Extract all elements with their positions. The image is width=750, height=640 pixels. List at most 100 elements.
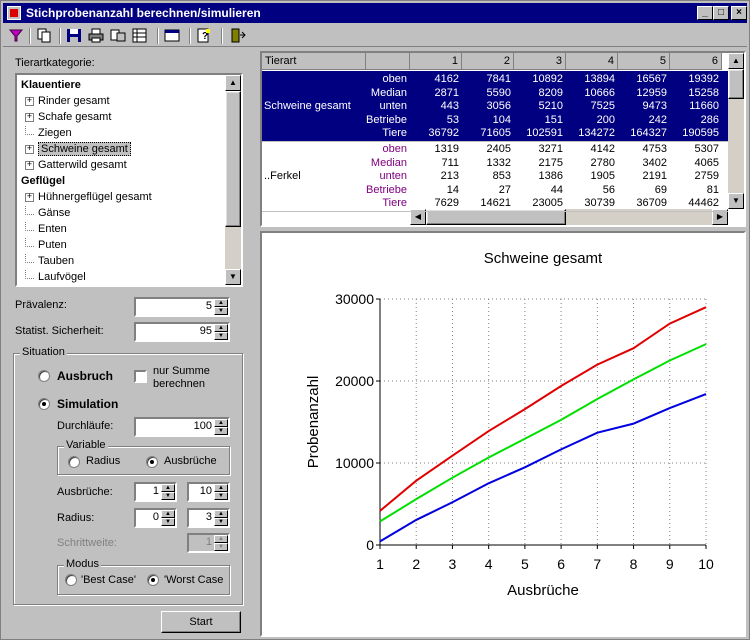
grid-cell[interactable]: 71605: [480, 127, 511, 139]
grid-vertical-scrollbar[interactable]: ▲ ▼: [728, 53, 744, 209]
grid-cell[interactable]: 190595: [682, 127, 719, 139]
spin-down-icon[interactable]: ▼: [214, 427, 228, 435]
spin-down-icon[interactable]: ▼: [214, 307, 228, 315]
tree-item-schafe[interactable]: + Schafe gesamt: [25, 111, 112, 123]
maximize-button[interactable]: □: [713, 6, 729, 20]
grid-column-header[interactable]: 6: [670, 53, 722, 70]
radius-radio[interactable]: [68, 456, 80, 468]
grid-cell[interactable]: 14: [446, 183, 459, 196]
grid-cell[interactable]: 11660: [689, 100, 719, 112]
grid-cell[interactable]: 164327: [630, 127, 667, 139]
grid-cell[interactable]: 36709: [636, 197, 667, 209]
praevalenz-input[interactable]: 5 ▲ ▼: [134, 297, 230, 317]
grid-cell[interactable]: 213: [440, 170, 459, 182]
grid-cell[interactable]: 69: [654, 183, 667, 196]
grid-cell[interactable]: 81: [706, 183, 719, 196]
ausbrueche-from-input[interactable]: 1 ▲ ▼: [134, 482, 177, 502]
grid-cell[interactable]: 53: [446, 113, 459, 126]
expand-icon[interactable]: +: [25, 95, 34, 106]
grid-cell[interactable]: 36792: [428, 127, 459, 139]
expand-icon[interactable]: +: [25, 143, 34, 154]
grid-cell[interactable]: 4142: [590, 143, 615, 155]
grid-cell[interactable]: 10892: [532, 73, 563, 85]
grid-cell[interactable]: 1386: [538, 170, 563, 182]
grid-cell[interactable]: 8209: [538, 86, 563, 99]
grid-cell[interactable]: 23005: [532, 197, 563, 209]
grid-cell[interactable]: 44462: [688, 197, 719, 209]
grid-cell[interactable]: 5307: [694, 143, 719, 155]
grid-cell[interactable]: 27: [498, 183, 511, 196]
grid-cell[interactable]: 200: [596, 113, 615, 126]
exit-icon[interactable]: [229, 27, 247, 44]
grid-column-header[interactable]: 1: [410, 53, 462, 70]
tree-item-gatterwild[interactable]: + Gatterwild gesamt: [25, 159, 127, 171]
spin-down-icon[interactable]: ▼: [214, 492, 228, 500]
grid-cell[interactable]: 16567: [636, 73, 667, 85]
spin-down-icon[interactable]: ▼: [214, 518, 228, 526]
grid-cell[interactable]: 286: [700, 113, 719, 126]
grid-cell[interactable]: 3271: [538, 143, 563, 155]
grid-cell[interactable]: 14621: [480, 197, 511, 209]
sicherheit-input[interactable]: 95 ▲ ▼: [134, 322, 230, 342]
spin-up-icon[interactable]: ▲: [214, 484, 228, 492]
tree-scrollbar[interactable]: ▲ ▼: [225, 75, 241, 285]
tree-item-puten[interactable]: Puten: [25, 237, 67, 253]
grid-cell[interactable]: 711: [441, 156, 459, 169]
spin-down-icon[interactable]: ▼: [161, 492, 175, 500]
grid-column-header[interactable]: 2: [462, 53, 514, 70]
grid-column-header[interactable]: 4: [566, 53, 618, 70]
tree-item-gefluegel[interactable]: Geflügel: [21, 175, 66, 187]
grid-cell[interactable]: 443: [440, 100, 459, 112]
scroll-up-icon[interactable]: ▲: [225, 75, 241, 91]
export-icon[interactable]: [109, 27, 127, 44]
copy-icon[interactable]: [35, 27, 53, 44]
tree-item-rinder[interactable]: + Rinder gesamt: [25, 95, 110, 107]
scroll-right-icon[interactable]: ▶: [712, 209, 728, 225]
spin-down-icon[interactable]: ▼: [161, 518, 175, 526]
durchlaeufe-input[interactable]: 100 ▲ ▼: [134, 417, 230, 437]
grid-group-name[interactable]: ..Ferkel: [264, 170, 301, 182]
tree-item-laufvoegel[interactable]: Laufvögel: [25, 269, 86, 285]
grid-cell[interactable]: 4065: [694, 156, 719, 169]
grid-cell[interactable]: 151: [544, 113, 563, 126]
grid-cell[interactable]: 242: [648, 113, 667, 126]
spin-up-icon[interactable]: ▲: [161, 510, 175, 518]
grid-cell[interactable]: 5210: [538, 100, 563, 112]
grid-cell[interactable]: 19392: [688, 73, 719, 85]
tree-item-schweine[interactable]: + Schweine gesamt: [25, 141, 131, 157]
grid-cell[interactable]: 3402: [642, 156, 667, 169]
spin-up-icon[interactable]: ▲: [161, 484, 175, 492]
grid-vscroll-thumb[interactable]: [728, 69, 744, 99]
tree-item-ziegen[interactable]: Ziegen: [25, 125, 72, 141]
ausbrueche-radio[interactable]: [146, 456, 158, 468]
scroll-down-icon[interactable]: ▼: [728, 193, 744, 209]
grid-column-header[interactable]: 5: [618, 53, 670, 70]
grid-cell[interactable]: 2405: [486, 143, 511, 155]
radius-to-input[interactable]: 3 ▲ ▼: [187, 508, 230, 528]
grid-cell[interactable]: 30739: [584, 197, 615, 209]
grid-cell[interactable]: 134272: [578, 127, 615, 139]
grid-cell[interactable]: 15258: [688, 86, 719, 99]
grid-column-header[interactable]: 3: [514, 53, 566, 70]
nur-summe-checkbox[interactable]: [134, 370, 147, 383]
print-icon[interactable]: [87, 27, 105, 44]
grid-hscroll-thumb[interactable]: [426, 209, 566, 225]
grid-cell[interactable]: 10666: [584, 86, 615, 99]
filter-icon[interactable]: [7, 27, 25, 44]
grid-cell[interactable]: 7525: [590, 100, 615, 112]
grid-cell[interactable]: 4753: [642, 143, 667, 155]
tree-item-gaense[interactable]: Gänse: [25, 205, 70, 221]
grid-horizontal-scrollbar[interactable]: ◀ ▶: [410, 209, 728, 225]
grid-cell[interactable]: 2175: [538, 156, 563, 169]
grid-cell[interactable]: 104: [492, 113, 511, 126]
expand-icon[interactable]: +: [25, 111, 34, 122]
radius-from-input[interactable]: 0 ▲ ▼: [134, 508, 177, 528]
worst-case-radio[interactable]: [147, 574, 159, 586]
spin-up-icon[interactable]: ▲: [214, 299, 228, 307]
save-icon[interactable]: [65, 27, 83, 44]
spin-up-icon[interactable]: ▲: [214, 419, 228, 427]
scroll-left-icon[interactable]: ◀: [410, 209, 426, 225]
grid-cell[interactable]: 1905: [590, 170, 615, 182]
grid-cell[interactable]: 2871: [434, 86, 459, 99]
grid-cell[interactable]: 9473: [642, 100, 667, 112]
